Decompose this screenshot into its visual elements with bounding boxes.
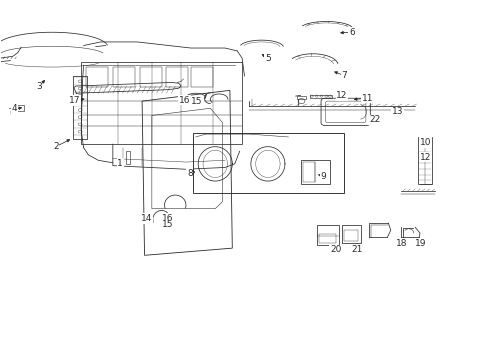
Bar [300, 160, 329, 184]
Text: 14: 14 [141, 214, 152, 223]
Bar [303, 162, 315, 182]
Text: 12: 12 [419, 153, 430, 162]
Bar [140, 67, 161, 87]
Text: 7: 7 [341, 71, 346, 80]
Bar [319, 234, 335, 243]
Text: 1: 1 [117, 159, 123, 168]
Text: 18: 18 [395, 239, 407, 248]
Text: 16: 16 [179, 95, 190, 104]
Text: 12: 12 [336, 91, 347, 100]
Text: 16: 16 [162, 214, 173, 223]
Bar [73, 76, 87, 139]
Bar [296, 96, 306, 99]
Text: 3: 3 [36, 82, 41, 91]
Text: 6: 6 [348, 28, 354, 37]
Text: 15: 15 [191, 97, 203, 106]
Bar [113, 67, 135, 87]
Bar [86, 67, 108, 87]
Bar [341, 225, 360, 243]
Text: 11: 11 [362, 94, 373, 103]
Text: 2: 2 [53, 142, 59, 151]
Bar [310, 95, 331, 98]
Text: 9: 9 [320, 172, 325, 181]
Text: 8: 8 [186, 169, 192, 178]
Text: 21: 21 [350, 246, 362, 255]
Bar [190, 67, 212, 87]
Bar [417, 137, 431, 184]
Bar [166, 67, 188, 87]
Text: 20: 20 [329, 246, 341, 255]
Text: 19: 19 [414, 239, 426, 248]
Text: 13: 13 [391, 107, 403, 116]
Bar [344, 230, 357, 241]
Text: 4: 4 [12, 104, 17, 113]
Bar [193, 134, 344, 193]
Text: 15: 15 [162, 220, 173, 229]
Text: 17: 17 [69, 96, 81, 105]
Bar [316, 225, 338, 244]
Bar [15, 105, 24, 111]
Text: 22: 22 [368, 115, 380, 124]
Bar [81, 62, 242, 144]
Text: 5: 5 [264, 54, 270, 63]
Bar [125, 151, 130, 164]
Text: 10: 10 [419, 138, 430, 147]
